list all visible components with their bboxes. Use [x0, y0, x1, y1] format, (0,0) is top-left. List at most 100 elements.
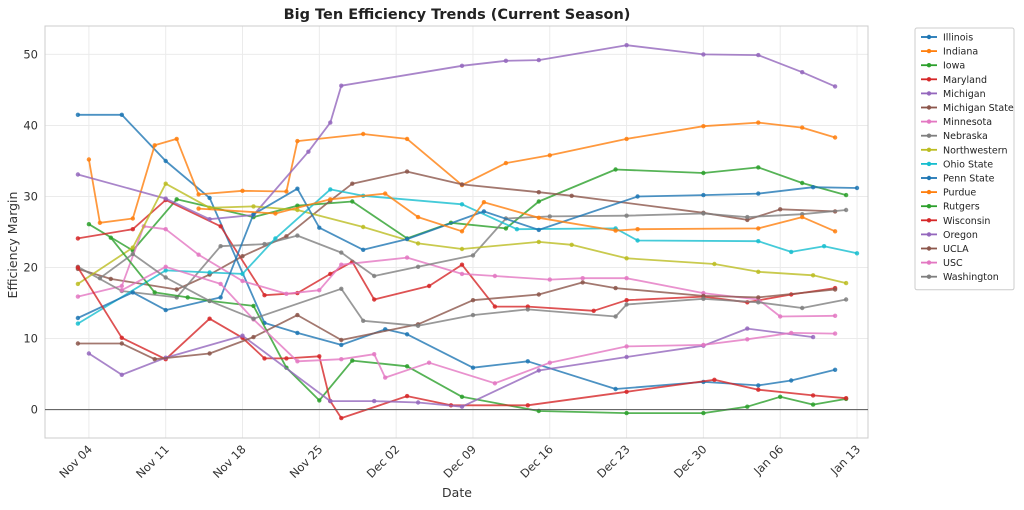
data-point	[163, 158, 168, 164]
legend-label: Oregon	[943, 230, 978, 241]
data-point	[415, 241, 421, 246]
data-point	[613, 386, 618, 392]
data-point	[119, 288, 125, 293]
data-point	[415, 323, 421, 328]
data-point	[547, 153, 552, 158]
data-point	[339, 83, 344, 88]
series-purdue	[196, 191, 838, 234]
data-point	[185, 295, 190, 300]
data-point	[624, 302, 629, 307]
legend-marker	[926, 260, 932, 265]
data-point	[525, 307, 530, 312]
data-point	[174, 136, 179, 142]
legend-marker	[926, 105, 932, 110]
data-point	[361, 247, 366, 252]
data-point	[218, 224, 223, 229]
data-point	[415, 400, 421, 405]
series-penn-state	[75, 185, 860, 321]
series-line-usc	[121, 265, 836, 385]
data-point	[251, 316, 256, 321]
data-point	[492, 273, 498, 279]
data-point	[843, 207, 849, 213]
legend-label: Michigan	[943, 89, 986, 100]
legend-marker	[926, 147, 932, 152]
data-point	[97, 220, 103, 225]
data-point	[119, 283, 125, 289]
data-point	[854, 251, 860, 256]
data-point	[339, 337, 344, 343]
y-tick-label: 50	[23, 47, 38, 61]
data-point	[756, 300, 761, 305]
data-point	[317, 354, 322, 359]
data-point	[756, 191, 761, 196]
data-point	[295, 138, 300, 144]
legend-item: Illinois	[921, 33, 973, 44]
legend-marker	[926, 77, 932, 82]
data-point	[251, 204, 256, 209]
legend-marker	[926, 91, 932, 96]
data-point	[810, 334, 816, 340]
legend-label: Maryland	[943, 75, 987, 86]
data-point	[810, 393, 816, 398]
y-tick-label: 40	[23, 118, 38, 132]
data-point	[459, 63, 465, 68]
data-point	[295, 330, 300, 336]
legend-item: Indiana	[921, 47, 978, 58]
legend-item: Northwestern	[921, 145, 1007, 156]
data-point	[383, 375, 388, 380]
legend-label: Minnesota	[943, 117, 992, 128]
data-point	[130, 216, 135, 221]
data-point	[284, 189, 289, 194]
data-point	[591, 308, 596, 313]
data-point	[712, 261, 717, 267]
data-point	[547, 214, 552, 219]
data-point	[624, 389, 629, 394]
data-point	[372, 297, 377, 302]
legend-marker	[926, 204, 932, 209]
data-point	[701, 170, 706, 176]
legend-item: USC	[921, 258, 963, 269]
data-point	[426, 360, 432, 365]
data-point	[404, 393, 410, 399]
data-point	[404, 364, 410, 369]
data-point	[273, 236, 278, 241]
data-point	[383, 191, 388, 196]
legend-marker	[926, 274, 932, 279]
data-point	[832, 313, 838, 318]
legend-label: Iowa	[943, 61, 965, 72]
data-point	[701, 342, 706, 348]
data-point	[404, 332, 410, 337]
data-point	[745, 214, 750, 220]
data-point	[832, 367, 838, 372]
data-point	[339, 250, 344, 255]
data-point	[536, 368, 541, 373]
data-point	[404, 255, 410, 260]
data-point	[86, 222, 92, 227]
data-point	[800, 305, 805, 311]
legend-item: Washington	[921, 272, 999, 283]
data-point	[810, 402, 816, 407]
y-tick-label: 30	[23, 189, 38, 203]
legend-label: Illinois	[943, 33, 973, 44]
data-point	[163, 268, 168, 273]
y-axis-label: Efficiency Margin	[5, 192, 20, 299]
data-point	[240, 188, 245, 193]
data-point	[306, 149, 311, 154]
data-point	[273, 211, 278, 216]
data-point	[843, 396, 849, 401]
data-point	[130, 227, 135, 232]
data-point	[163, 307, 168, 313]
data-point	[613, 167, 618, 172]
data-point	[459, 271, 465, 277]
series-layer	[75, 43, 860, 421]
data-point	[843, 297, 849, 302]
data-point	[119, 335, 125, 340]
data-point	[635, 227, 640, 232]
data-point	[218, 281, 223, 287]
series-washington	[97, 251, 849, 328]
data-point	[810, 185, 816, 190]
data-point	[426, 283, 432, 289]
data-point	[536, 57, 541, 63]
data-point	[789, 378, 794, 383]
data-point	[196, 192, 201, 197]
